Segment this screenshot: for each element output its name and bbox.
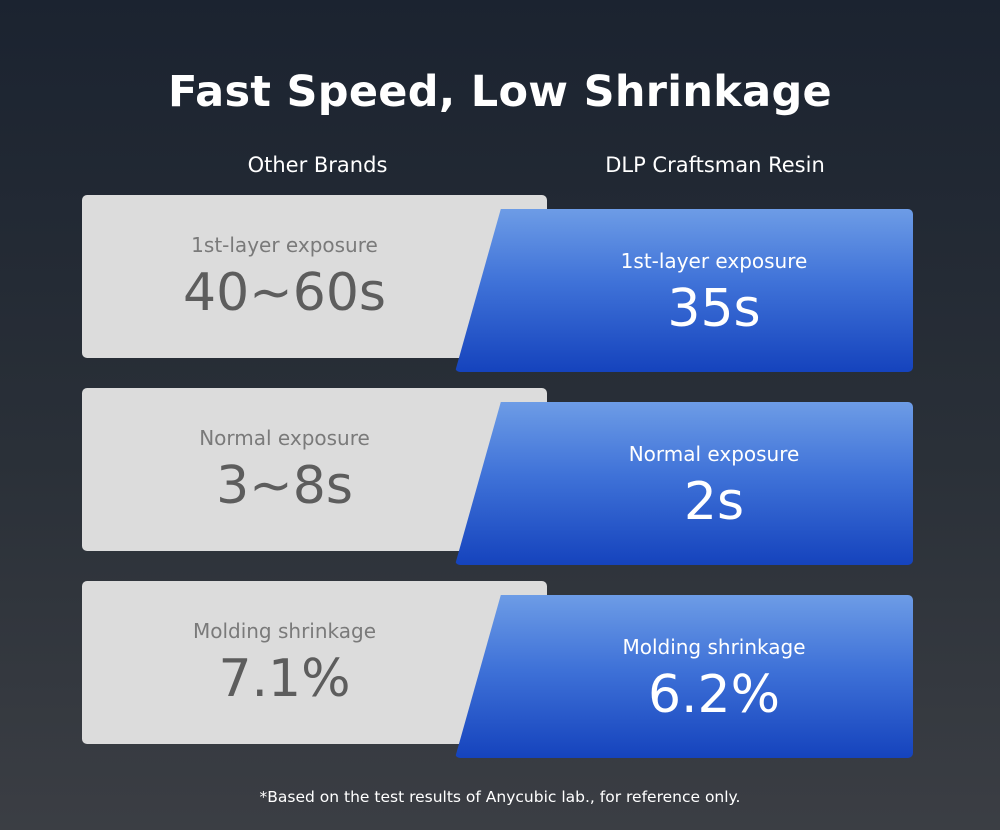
other-card-label: Normal exposure bbox=[199, 426, 370, 450]
column-header-dlp-resin: DLP Craftsman Resin bbox=[605, 153, 825, 177]
other-card-value: 40~60s bbox=[183, 263, 386, 323]
other-card-label: 1st-layer exposure bbox=[191, 233, 378, 257]
other-card-value: 3~8s bbox=[216, 456, 353, 516]
dlp-card-value: 35s bbox=[667, 279, 761, 339]
dlp-card-value: 2s bbox=[683, 472, 745, 532]
dlp-card-first-layer: 1st-layer exposure 35s bbox=[455, 209, 913, 372]
dlp-card-label: Normal exposure bbox=[628, 442, 800, 466]
dlp-card-molding-shrinkage: Molding shrinkage 6.2% bbox=[455, 595, 913, 758]
column-header-other-brands: Other Brands bbox=[247, 153, 388, 177]
footnote: *Based on the test results of Anycubic l… bbox=[259, 788, 741, 806]
other-card-first-layer: 1st-layer exposure 40~60s bbox=[82, 195, 547, 358]
page-title: Fast Speed, Low Shrinkage bbox=[168, 67, 832, 117]
other-card-molding-shrinkage: Molding shrinkage 7.1% bbox=[82, 581, 547, 744]
other-card-label: Molding shrinkage bbox=[192, 619, 377, 643]
dlp-card-value: 6.2% bbox=[647, 665, 781, 725]
dlp-card-label: Molding shrinkage bbox=[622, 635, 806, 659]
dlp-card-label: 1st-layer exposure bbox=[620, 249, 808, 273]
dlp-card-normal-exposure: Normal exposure 2s bbox=[455, 402, 913, 565]
other-card-value: 7.1% bbox=[218, 649, 351, 709]
